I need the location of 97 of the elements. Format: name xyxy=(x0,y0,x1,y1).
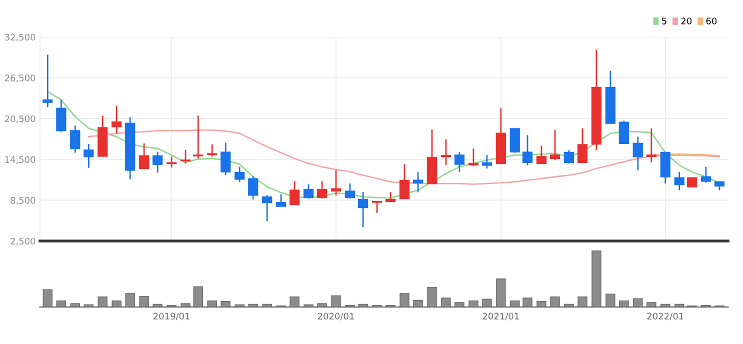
candlestick xyxy=(686,177,698,188)
candlestick xyxy=(700,166,711,184)
bar xyxy=(427,286,437,307)
candlestick xyxy=(70,124,80,154)
candlestick xyxy=(440,138,452,166)
candlestick xyxy=(56,99,66,132)
x-tick-label: 2022/01 xyxy=(647,312,684,320)
bar xyxy=(234,304,244,307)
bar xyxy=(42,289,53,307)
candlestick xyxy=(248,176,258,200)
bar xyxy=(441,298,451,307)
candlestick xyxy=(290,180,300,206)
legend-label: 60 xyxy=(706,18,717,24)
candlestick xyxy=(522,134,533,166)
bar xyxy=(125,293,135,307)
y-tick-label: 26,500 xyxy=(4,74,36,82)
bar xyxy=(482,298,492,307)
bar xyxy=(578,296,588,307)
bar xyxy=(413,300,423,307)
candlestick xyxy=(220,142,231,176)
candlestick xyxy=(550,129,560,161)
bar xyxy=(193,286,203,307)
bar xyxy=(358,304,368,307)
candlestick xyxy=(193,114,204,160)
bar xyxy=(522,298,532,307)
bar xyxy=(468,300,478,307)
candlestick xyxy=(276,194,286,208)
candlestick xyxy=(577,128,588,164)
candlestick xyxy=(618,120,629,145)
x-tick-label: 2019/01 xyxy=(153,312,190,320)
x-tick-label: 2020/01 xyxy=(318,312,354,320)
candlestick xyxy=(180,149,191,164)
bar xyxy=(454,302,464,307)
bar xyxy=(496,278,506,307)
candlestick xyxy=(646,128,656,164)
bar xyxy=(180,303,190,307)
bar xyxy=(56,300,66,307)
bar xyxy=(633,298,643,307)
candlestick xyxy=(139,142,150,170)
candlestick xyxy=(84,143,94,169)
bar xyxy=(152,304,162,307)
bar xyxy=(331,295,341,307)
candlestick xyxy=(234,166,245,183)
bar xyxy=(262,304,272,307)
bar xyxy=(139,296,149,307)
bar xyxy=(550,296,560,307)
bar xyxy=(207,300,217,307)
candlestick xyxy=(262,194,272,222)
candlestick xyxy=(482,154,492,170)
bar xyxy=(564,304,574,307)
candlestick xyxy=(372,200,382,214)
x-tick-label: 2021/01 xyxy=(482,312,519,320)
candlestick xyxy=(42,54,53,108)
bar xyxy=(606,294,616,307)
candlestick xyxy=(316,180,328,200)
bar xyxy=(98,296,108,307)
bar xyxy=(220,301,230,307)
bar xyxy=(70,303,80,307)
candlestick xyxy=(330,169,342,196)
candlestick xyxy=(468,148,478,167)
y-tick-label: 14,500 xyxy=(5,156,36,164)
bar xyxy=(304,304,314,307)
bar xyxy=(592,250,602,307)
y-tick-label: 32,500 xyxy=(4,34,36,42)
candlestick xyxy=(112,104,122,134)
y-tick-label: 20,500 xyxy=(4,115,36,124)
bar xyxy=(619,300,629,307)
bar xyxy=(536,301,546,307)
candlestick xyxy=(399,163,410,200)
candlestick xyxy=(564,149,574,164)
bar xyxy=(290,296,300,307)
bar xyxy=(674,304,684,307)
bar xyxy=(317,303,327,307)
y-tick-label: 8,500 xyxy=(10,196,36,205)
candlestick xyxy=(303,184,314,200)
y-tick-label: 2,500 xyxy=(10,238,36,246)
candlestick xyxy=(344,182,356,200)
bar xyxy=(510,300,520,307)
bar xyxy=(112,300,122,307)
candlestick xyxy=(674,171,684,191)
candlestick xyxy=(632,136,643,171)
candlestick xyxy=(166,156,177,168)
bar xyxy=(248,304,258,307)
candlestick xyxy=(358,191,368,228)
candlestick xyxy=(385,192,396,202)
bar xyxy=(646,302,656,307)
bar xyxy=(660,304,670,307)
legend-label: 5 xyxy=(662,18,666,24)
candlestick xyxy=(536,145,547,164)
candlestick xyxy=(510,128,520,154)
candlestick xyxy=(207,144,218,158)
candlestick xyxy=(152,151,163,174)
candlestick xyxy=(412,171,424,193)
bar xyxy=(84,304,94,307)
legend-label: 20 xyxy=(681,18,692,24)
candlestick xyxy=(454,151,465,173)
bar xyxy=(400,293,410,307)
